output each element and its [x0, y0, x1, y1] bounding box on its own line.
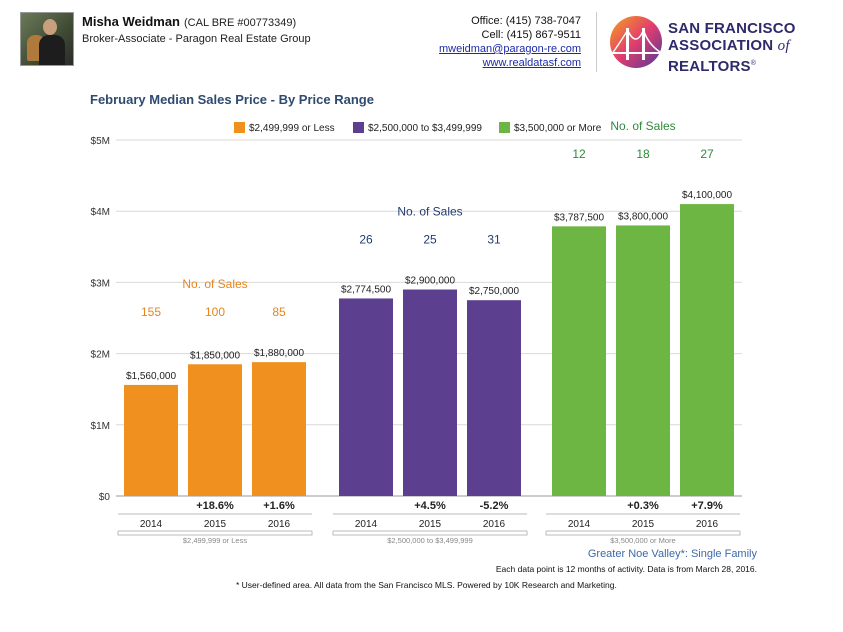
- sales-caption: No. of Sales: [610, 119, 675, 133]
- bar: [124, 384, 178, 496]
- sfar-logo: SAN FRANCISCO ASSOCIATION of REALTORS®: [608, 14, 838, 75]
- year-label: 2014: [568, 519, 591, 530]
- y-tick-label: $1M: [91, 421, 110, 432]
- bar-value-label: $1,850,000: [190, 350, 240, 361]
- sfar-wordmark: SAN FRANCISCO ASSOCIATION of REALTORS®: [668, 20, 838, 75]
- legend-swatch: [234, 122, 245, 133]
- email-link[interactable]: mweidman@paragon-re.com: [438, 43, 581, 55]
- person-head: [43, 19, 57, 35]
- sales-caption: No. of Sales: [182, 277, 247, 291]
- change-percent: +7.9%: [691, 500, 723, 512]
- group-axis-label: $2,499,999 or Less: [183, 536, 247, 545]
- sales-count: 155: [141, 305, 161, 319]
- agent-name-text: Misha Weidman: [82, 14, 181, 29]
- bar: [616, 225, 670, 496]
- header: Misha Weidman (CAL BRE #00773349) Broker-…: [0, 0, 843, 80]
- year-label: 2015: [419, 519, 442, 530]
- change-percent: +18.6%: [196, 500, 234, 512]
- bar-value-label: $4,100,000: [682, 190, 732, 201]
- y-tick-label: $3M: [91, 278, 110, 289]
- area-label: Greater Noe Valley*: Single Family: [587, 548, 757, 560]
- bar-value-label: $2,774,500: [341, 284, 391, 295]
- y-tick-label: $4M: [91, 207, 110, 218]
- year-label: 2015: [632, 519, 655, 530]
- change-percent: +1.6%: [263, 500, 295, 512]
- bar-value-label: $1,560,000: [126, 371, 176, 382]
- sales-count: 85: [272, 305, 286, 319]
- bar: [552, 226, 606, 496]
- legend-label: $2,499,999 or Less: [249, 123, 335, 134]
- office-phone: Office: (415) 738-7047: [471, 15, 581, 27]
- sales-count: 18: [636, 147, 650, 161]
- sales-count: 26: [359, 233, 373, 247]
- legend-label: $3,500,000 or More: [514, 123, 602, 134]
- sfar-line2b: of: [777, 38, 790, 54]
- change-percent: +0.3%: [627, 500, 659, 512]
- agent-bre: (CAL BRE #00773349): [184, 17, 297, 29]
- legend-swatch: [353, 122, 364, 133]
- change-percent: +4.5%: [414, 500, 446, 512]
- change-percent: -5.2%: [480, 500, 509, 512]
- bar: [467, 300, 521, 496]
- agent-title: Broker-Associate - Paragon Real Estate G…: [82, 33, 311, 45]
- year-label: 2015: [204, 519, 227, 530]
- bar-value-label: $1,880,000: [254, 348, 304, 359]
- group-bracket: [545, 531, 741, 536]
- bar: [252, 362, 306, 496]
- sfar-line2: ASSOCIATION of REALTORS®: [668, 37, 838, 75]
- agent-name: Misha Weidman (CAL BRE #00773349): [82, 14, 296, 29]
- data-note: Each data point is 12 months of activity…: [495, 564, 757, 574]
- header-divider: [596, 12, 597, 72]
- bar: [188, 364, 242, 496]
- y-tick-label: $0: [99, 492, 111, 503]
- sfar-emblem-icon: [610, 16, 662, 68]
- year-label: 2016: [483, 519, 506, 530]
- contact-block: Office: (415) 738-7047 Cell: (415) 867-9…: [439, 14, 581, 70]
- bar: [403, 289, 457, 496]
- y-tick-label: $2M: [91, 350, 110, 361]
- disclaimer: * User-defined area. All data from the S…: [236, 580, 617, 590]
- website-link[interactable]: www.realdatasf.com: [482, 57, 581, 69]
- sfar-line2c: REALTORS: [668, 58, 751, 75]
- legend-swatch: [499, 122, 510, 133]
- y-tick-label: $5M: [91, 136, 110, 147]
- year-label: 2014: [355, 519, 378, 530]
- year-label: 2014: [140, 519, 163, 530]
- sales-count: 12: [572, 147, 586, 161]
- group-axis-label: $2,500,000 to $3,499,999: [387, 536, 473, 545]
- sales-caption: No. of Sales: [397, 205, 462, 219]
- group-bracket: [117, 531, 313, 536]
- cell-phone: Cell: (415) 867-9511: [481, 29, 581, 41]
- sfar-line1: SAN FRANCISCO: [668, 20, 796, 37]
- sales-count: 25: [423, 233, 437, 247]
- bar: [339, 298, 393, 496]
- bar-value-label: $2,750,000: [469, 286, 519, 297]
- person-figure: [39, 35, 65, 65]
- year-label: 2016: [268, 519, 291, 530]
- legend-label: $2,500,000 to $3,499,999: [368, 123, 482, 134]
- chart-title: February Median Sales Price - By Price R…: [90, 92, 374, 107]
- sales-count: 100: [205, 305, 225, 319]
- group-bracket: [332, 531, 528, 536]
- year-label: 2016: [696, 519, 719, 530]
- agent-photo: [20, 12, 74, 66]
- bar-value-label: $3,800,000: [618, 211, 668, 222]
- group-axis-label: $3,500,000 or More: [610, 536, 675, 545]
- bar-value-label: $3,787,500: [554, 212, 604, 223]
- bar: [680, 204, 734, 496]
- sfar-reg: ®: [750, 60, 757, 67]
- sales-count: 27: [700, 147, 714, 161]
- bar-value-label: $2,900,000: [405, 276, 455, 287]
- sales-count: 31: [487, 233, 501, 247]
- sfar-line2a: ASSOCIATION: [668, 37, 778, 54]
